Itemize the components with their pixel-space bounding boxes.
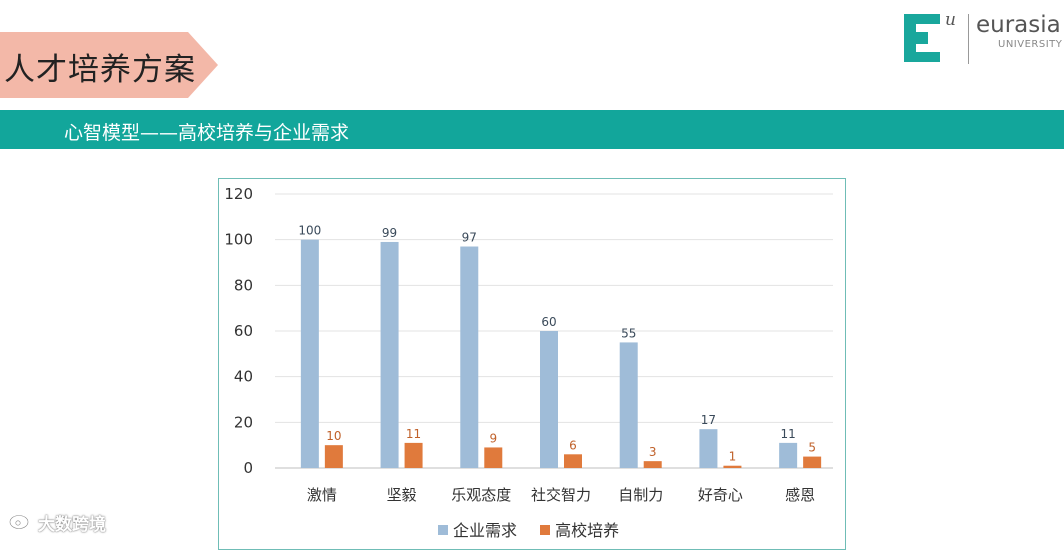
bar-demand	[300, 239, 319, 468]
x-tick-label: 自制力	[618, 486, 663, 504]
y-tick-label: 120	[224, 185, 253, 203]
bar-demand	[540, 331, 558, 468]
data-label: 10	[326, 429, 341, 443]
y-tick-label: 60	[234, 322, 253, 340]
y-tick-label: 0	[243, 459, 253, 477]
logo-name: eurasia	[976, 12, 1061, 38]
legend-item-demand: 企业需求	[438, 517, 517, 541]
y-tick-label: 100	[224, 231, 253, 249]
data-label: 100	[298, 224, 321, 238]
bar-chart: 0 20 40 60 80 100 120 激情 100 10 坚毅 99 11 乐观态度 97 9 社交智力 6…	[224, 185, 833, 504]
logo-subtitle: UNIVERSITY	[998, 39, 1063, 50]
bar-demand	[619, 342, 638, 468]
data-label: 9	[489, 431, 497, 445]
logo-e-mark	[904, 14, 940, 62]
logo-separator	[968, 14, 969, 64]
data-label: 55	[621, 326, 636, 340]
legend-label-training: 高校培养	[555, 521, 620, 540]
y-tick-label: 20	[234, 413, 253, 431]
x-tick-label: 乐观态度	[451, 486, 511, 504]
bar-demand	[460, 246, 479, 468]
x-tick-label: 好奇心	[698, 486, 743, 504]
legend-label-demand: 企业需求	[453, 521, 518, 540]
data-label: 3	[649, 445, 657, 459]
bar-training	[564, 454, 582, 468]
watermark: 大数跨境	[8, 510, 106, 535]
data-label: 97	[462, 231, 477, 245]
data-label: 99	[382, 226, 397, 240]
data-label: 1	[729, 450, 737, 464]
bar-training	[404, 442, 423, 468]
legend-item-training: 高校培养	[540, 517, 619, 541]
data-label: 11	[781, 427, 796, 441]
bar-demand	[699, 429, 718, 468]
legend-swatch-training	[540, 525, 551, 535]
x-tick-label: 社交智力	[531, 486, 591, 504]
page-title: 人才培养方案	[4, 52, 196, 88]
y-tick-label: 80	[234, 276, 253, 294]
data-label: 17	[701, 413, 716, 427]
chart-frame: 0 20 40 60 80 100 120 激情 100 10 坚毅 99 11 乐观态度 97 9 社交智力 6…	[218, 178, 846, 550]
bar-training	[643, 461, 662, 468]
y-tick-label: 40	[234, 368, 253, 386]
data-label: 6	[569, 438, 577, 452]
eurasia-logo: u eurasia UNIVERSITY	[904, 8, 1064, 68]
bar-training	[484, 447, 503, 468]
data-label: 11	[406, 427, 421, 441]
bar-training	[723, 465, 742, 468]
chart-legend: 企业需求 高校培养	[438, 517, 637, 541]
bar-demand	[779, 442, 798, 468]
subtitle-band: 心智模型——高校培养与企业需求	[0, 110, 1064, 149]
logo-u-mark: u	[945, 10, 956, 30]
bar-demand	[380, 241, 399, 468]
weibo-icon	[8, 510, 34, 535]
bar-training	[324, 445, 343, 468]
x-tick-label: 感恩	[785, 486, 815, 504]
x-tick-label: 坚毅	[387, 486, 417, 504]
bar-training	[803, 456, 822, 468]
watermark-text: 大数跨境	[38, 515, 106, 535]
subtitle: 心智模型——高校培养与企业需求	[64, 122, 350, 144]
title-tab: 人才培养方案	[0, 32, 220, 98]
title-tab-shape	[0, 32, 218, 98]
x-tick-label: 激情	[307, 486, 337, 504]
data-label: 5	[808, 441, 816, 455]
legend-swatch-demand	[438, 525, 448, 535]
data-label: 60	[541, 315, 556, 329]
